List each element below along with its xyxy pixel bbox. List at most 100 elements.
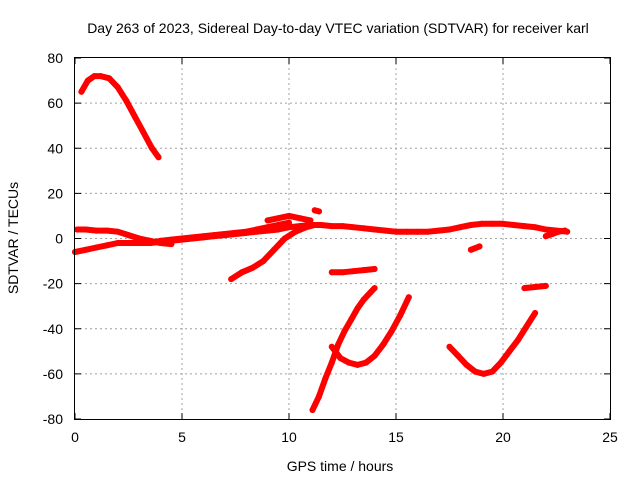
data-point bbox=[221, 232, 228, 239]
y-tick-label: 0 bbox=[55, 231, 63, 247]
x-tick-label: 10 bbox=[281, 429, 297, 445]
data-point bbox=[542, 282, 549, 289]
chart-title: Day 263 of 2023, Sidereal Day-to-day VTE… bbox=[87, 20, 589, 36]
series-arc-10 bbox=[446, 310, 539, 377]
data-point bbox=[316, 393, 322, 400]
data-point bbox=[243, 229, 250, 236]
data-point bbox=[348, 316, 355, 323]
data-point bbox=[337, 355, 344, 362]
data-point bbox=[179, 236, 185, 243]
data-point bbox=[446, 343, 453, 350]
data-point bbox=[435, 227, 442, 234]
data-point bbox=[467, 222, 474, 228]
data-point bbox=[500, 220, 506, 227]
data-point bbox=[136, 240, 143, 246]
y-tick-label: -20 bbox=[43, 276, 63, 292]
data-point bbox=[84, 77, 91, 84]
data-point bbox=[489, 220, 496, 227]
data-point bbox=[397, 312, 404, 319]
data-point bbox=[200, 234, 207, 241]
data-point bbox=[131, 113, 138, 120]
data-point bbox=[403, 228, 410, 235]
data-point bbox=[478, 220, 485, 227]
data-point bbox=[211, 233, 218, 240]
data-point bbox=[497, 359, 504, 366]
data-point bbox=[82, 226, 89, 233]
data-point bbox=[91, 73, 98, 80]
data-point bbox=[228, 276, 235, 283]
data-point bbox=[114, 84, 121, 91]
data-point bbox=[260, 258, 267, 265]
series-arc-8 bbox=[328, 294, 412, 368]
grid-lines bbox=[75, 58, 610, 419]
data-point bbox=[506, 348, 513, 355]
data-point bbox=[286, 224, 292, 231]
data-point bbox=[463, 361, 470, 368]
data-point bbox=[405, 294, 412, 301]
series-arc-6 bbox=[309, 285, 378, 413]
data-point bbox=[264, 217, 271, 224]
y-tick-label: 40 bbox=[47, 140, 63, 156]
data-point bbox=[318, 222, 325, 228]
data-point bbox=[414, 228, 421, 235]
data-point bbox=[155, 154, 162, 161]
data-point bbox=[328, 223, 335, 230]
data-point bbox=[371, 266, 378, 272]
data-point bbox=[371, 226, 378, 233]
data-point bbox=[93, 227, 100, 234]
data-point bbox=[345, 359, 352, 366]
data-point bbox=[249, 264, 256, 271]
data-point bbox=[328, 343, 335, 350]
data-point bbox=[106, 75, 113, 82]
data-point bbox=[354, 305, 361, 312]
data-point bbox=[157, 238, 164, 245]
data-point bbox=[74, 226, 81, 233]
data-point bbox=[97, 73, 104, 80]
data-point bbox=[472, 368, 479, 375]
data-point bbox=[146, 240, 153, 246]
y-axis-label: SDTVAR / TECUs bbox=[5, 182, 21, 294]
data-point bbox=[510, 222, 517, 228]
data-point bbox=[393, 228, 399, 235]
data-point bbox=[388, 328, 395, 334]
data-point bbox=[341, 328, 348, 334]
data-point bbox=[275, 215, 282, 222]
data-series bbox=[72, 73, 571, 413]
data-point bbox=[457, 224, 464, 231]
data-point bbox=[489, 368, 496, 375]
y-tick-label: -40 bbox=[43, 321, 63, 337]
data-point bbox=[114, 240, 121, 246]
data-point bbox=[125, 232, 132, 239]
data-point bbox=[140, 129, 147, 136]
data-point bbox=[371, 285, 378, 292]
data-point bbox=[446, 226, 453, 233]
data-point bbox=[123, 97, 130, 104]
data-point bbox=[339, 269, 346, 276]
data-point bbox=[360, 225, 367, 232]
y-tick-label: 60 bbox=[47, 95, 63, 111]
data-point bbox=[521, 285, 528, 292]
data-point bbox=[281, 235, 288, 242]
data-point bbox=[232, 231, 239, 237]
data-point bbox=[149, 145, 155, 152]
data-point bbox=[296, 215, 303, 222]
x-tick-label: 25 bbox=[602, 429, 618, 445]
plot-frame bbox=[74, 57, 611, 420]
data-point bbox=[532, 284, 539, 290]
data-point bbox=[523, 323, 530, 330]
x-tick-label: 20 bbox=[495, 429, 511, 445]
data-point bbox=[425, 228, 432, 235]
data-point bbox=[328, 359, 335, 366]
data-point bbox=[350, 268, 357, 275]
data-point bbox=[350, 224, 357, 231]
data-point bbox=[93, 244, 100, 251]
series-arc-14 bbox=[542, 227, 569, 240]
data-point bbox=[104, 242, 111, 249]
data-point bbox=[322, 375, 329, 382]
data-point bbox=[309, 407, 316, 413]
data-point bbox=[532, 224, 539, 231]
y-tick-label: -60 bbox=[43, 366, 63, 382]
data-point bbox=[78, 88, 85, 95]
data-point bbox=[562, 227, 569, 234]
